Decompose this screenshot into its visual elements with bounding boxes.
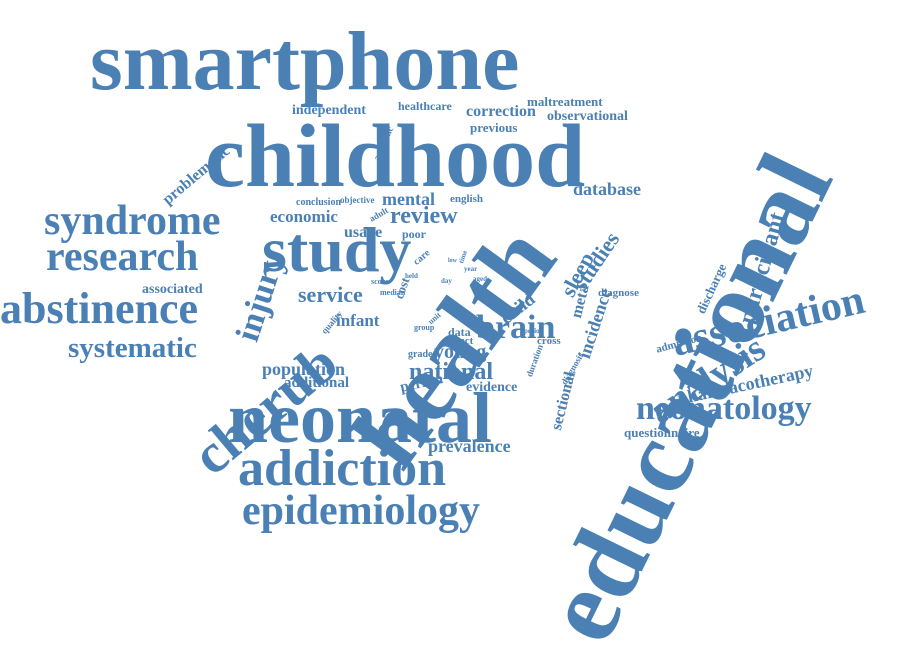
- word-additional: additional: [284, 375, 350, 391]
- word-cloud: smartphone childhood educational health …: [0, 15, 869, 659]
- word-injury: injury: [229, 248, 293, 346]
- word-duration: duration: [524, 343, 545, 379]
- word-data: data: [448, 325, 471, 339]
- word-day: day: [441, 277, 452, 285]
- word-poor: poor: [402, 227, 426, 241]
- word-correction: correction: [466, 103, 536, 120]
- word-period: period: [524, 327, 544, 335]
- word-score: score: [371, 277, 389, 286]
- word-observational: observational: [547, 109, 628, 124]
- word-addiction: addiction: [238, 440, 447, 497]
- word-year: year: [464, 265, 478, 273]
- word-syndrome: syndrome: [44, 198, 221, 244]
- word-young: young: [434, 341, 487, 363]
- word-diagnose: diagnose: [598, 287, 639, 299]
- word-economic: economic: [270, 207, 338, 226]
- word-care: care: [411, 247, 433, 268]
- word-study: study: [262, 214, 412, 285]
- word-usage: usage: [344, 224, 383, 241]
- word-aged: aged: [473, 275, 487, 283]
- word-smartphone: smartphone: [90, 15, 520, 108]
- word-population: population: [262, 359, 346, 379]
- word-independent: independent: [292, 103, 366, 118]
- word-neonatology: neonatology: [636, 390, 812, 427]
- word-database: database: [573, 179, 642, 199]
- word-review: review: [390, 203, 458, 229]
- word-neonatal: neonatal: [228, 378, 493, 458]
- word-objective: objective: [340, 195, 375, 205]
- word-childhood: childhood: [205, 107, 586, 206]
- word-group: group: [414, 323, 435, 332]
- word-held: held: [405, 272, 418, 280]
- word-questionnaire: questionnaire: [624, 425, 700, 440]
- word-national: national: [409, 359, 494, 385]
- word-research: research: [46, 234, 199, 280]
- word-median: median: [380, 288, 406, 297]
- word-associated: associated: [142, 282, 203, 297]
- word-previous: previous: [470, 120, 518, 135]
- word-epidemiology: epidemiology: [242, 488, 480, 534]
- word-healthcare: healthcare: [398, 99, 452, 113]
- word-cross: cross: [537, 335, 561, 347]
- word-direct: direct: [446, 335, 474, 347]
- word-infant: infant: [336, 311, 380, 330]
- word-evidence: evidence: [466, 380, 518, 395]
- word-low: low: [448, 258, 457, 264]
- word-systematic: systematic: [68, 332, 197, 364]
- word-mental: mental: [382, 189, 435, 209]
- word-english: english: [450, 193, 484, 205]
- word-service: service: [298, 282, 363, 307]
- word-abstinence: abstinence: [0, 284, 198, 333]
- word-conclusion: conclusion: [296, 197, 342, 208]
- word-brain: brain: [476, 309, 556, 346]
- word-prevalence: prevalence: [428, 436, 511, 456]
- word-maltreatment: maltreatment: [527, 94, 603, 109]
- word-grade: grade: [408, 349, 433, 360]
